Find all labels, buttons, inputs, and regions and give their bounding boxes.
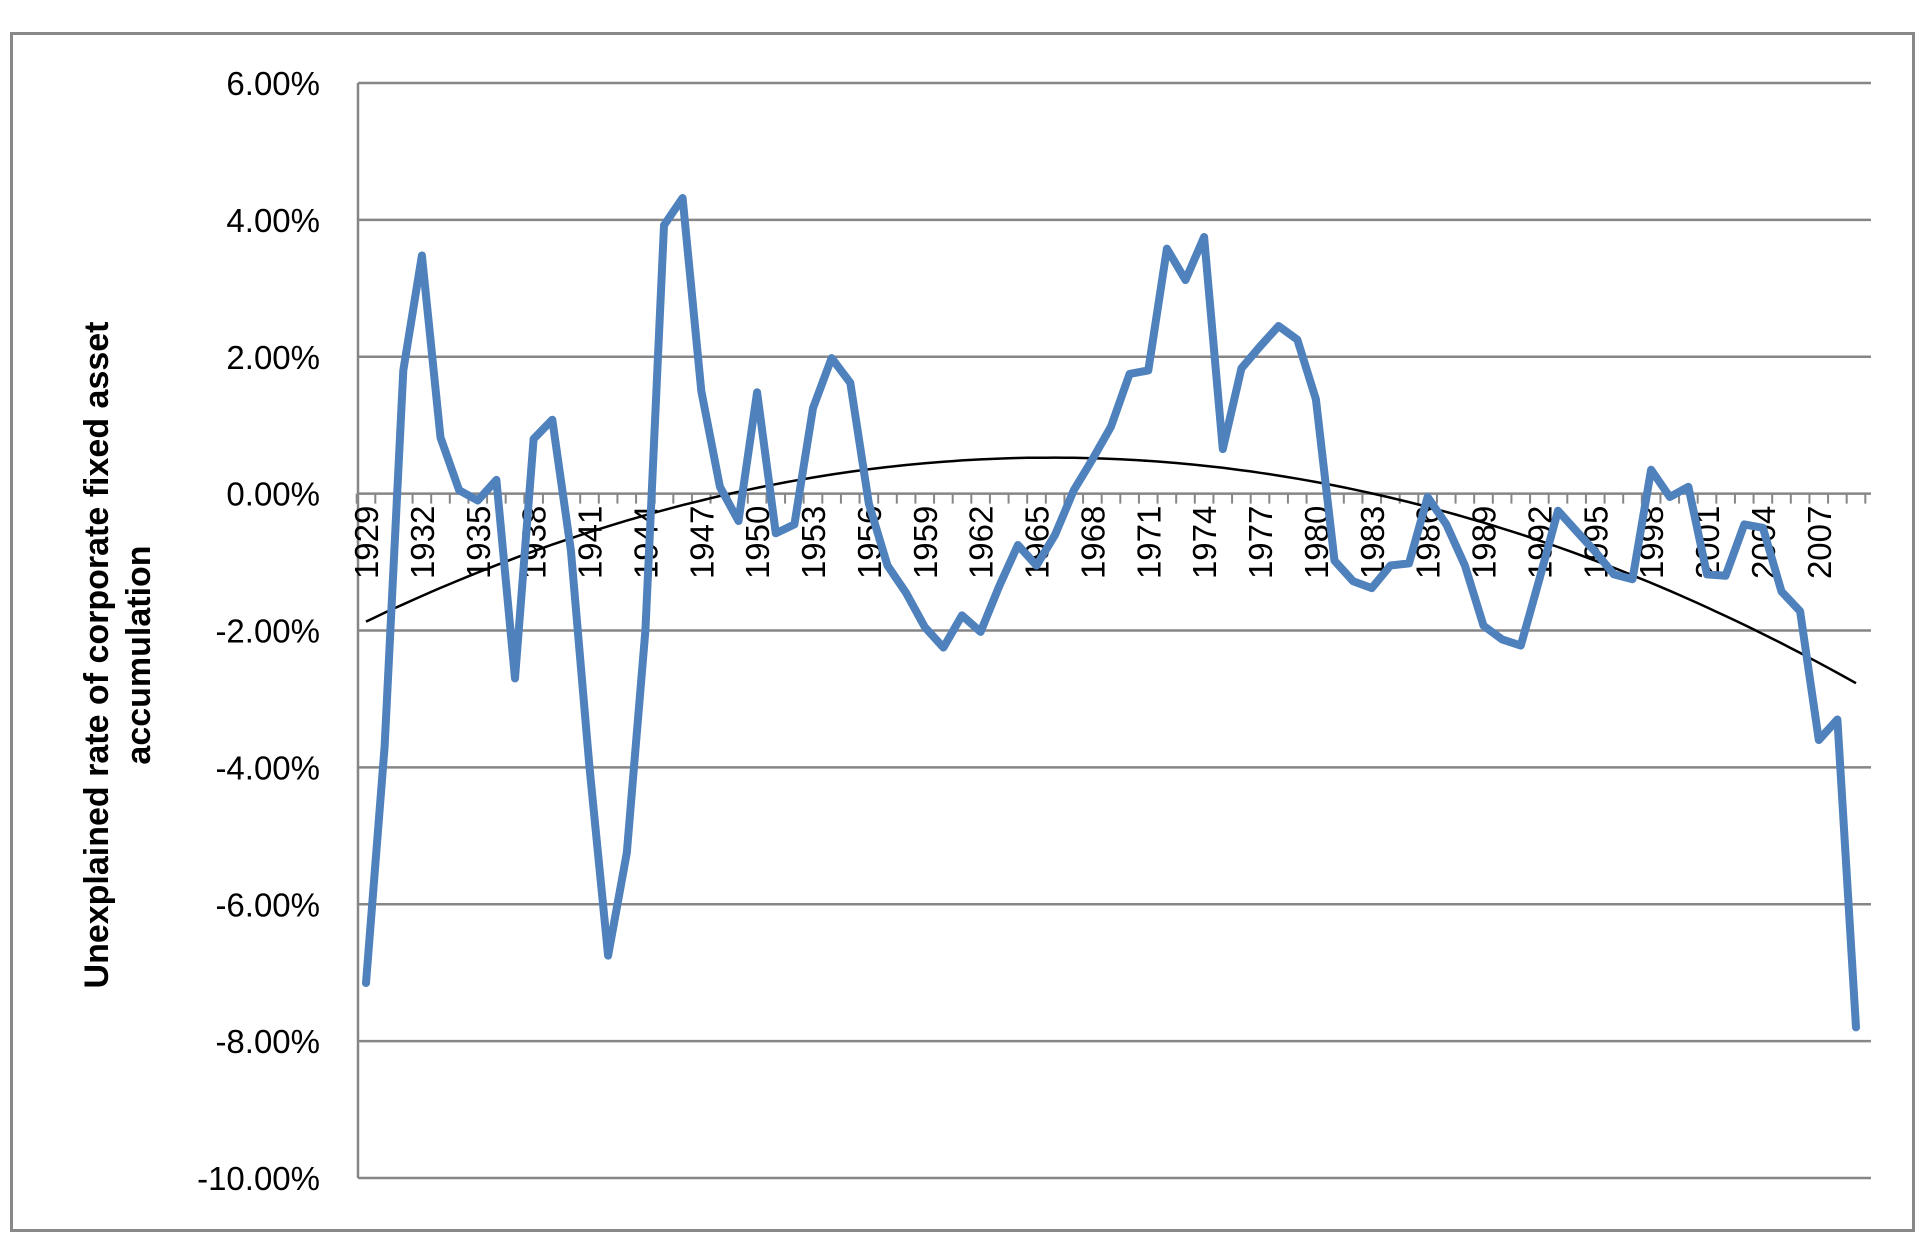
x-tick-label: 1974	[1186, 506, 1223, 579]
x-tick-label: 1953	[795, 506, 832, 579]
line-chart: 6.00% 4.00% 2.00% 0.00% -2.00% -4.00% -6.00% -8…	[13, 35, 1918, 1235]
y-tick-label: -8.00%	[215, 1023, 320, 1060]
y-tick-label: -6.00%	[215, 886, 320, 923]
y-tick-label: -10.00%	[197, 1160, 320, 1197]
x-tick-label: 1989	[1466, 506, 1503, 579]
y-tick-label: 6.00%	[226, 65, 320, 102]
data-series-line	[366, 198, 1856, 1027]
y-tick-label: 4.00%	[226, 202, 320, 239]
y-tick-label: -2.00%	[215, 613, 320, 650]
y-tick-label: 0.00%	[226, 476, 320, 513]
y-tick-label: -4.00%	[215, 749, 320, 786]
x-tick-label: 1971	[1130, 506, 1167, 579]
x-tick-label: 1968	[1074, 506, 1111, 579]
x-tick-label: 2007	[1801, 506, 1838, 579]
y-tick-label: 2.00%	[226, 339, 320, 376]
x-tick-label: 1977	[1242, 506, 1279, 579]
x-tick-label: 1929	[348, 506, 385, 579]
x-tick-label: 1962	[963, 506, 1000, 579]
x-tick-label: 1941	[572, 506, 609, 579]
y-axis-title: accumulation	[120, 545, 158, 764]
chart-frame: 6.00% 4.00% 2.00% 0.00% -2.00% -4.00% -6.00% -8…	[10, 32, 1915, 1232]
x-tick-label: 1932	[404, 506, 441, 579]
x-tick-label: 1947	[683, 506, 720, 579]
x-tick-label: 1959	[907, 506, 944, 579]
y-axis-title: Unexplained rate of corporate fixed asse…	[78, 322, 116, 989]
